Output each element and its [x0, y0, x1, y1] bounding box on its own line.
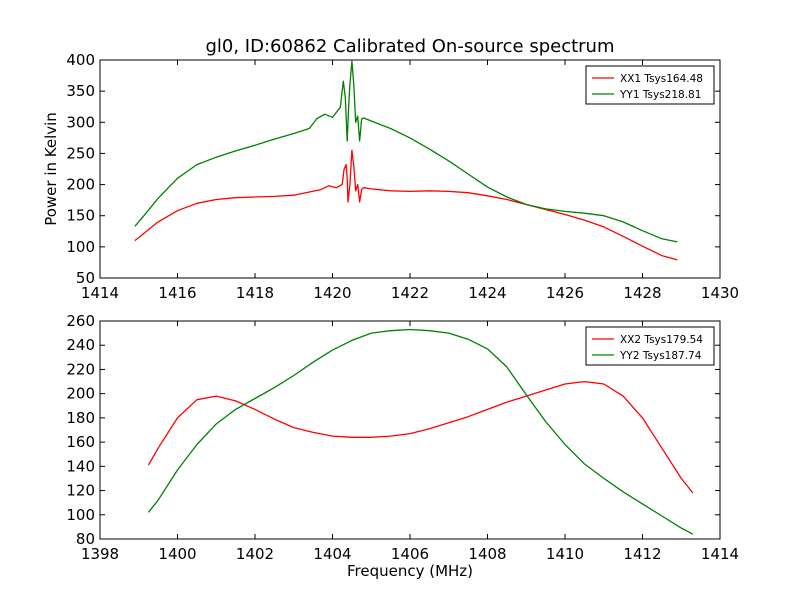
x-tick-label: 1430	[701, 284, 739, 302]
legend-box	[585, 65, 715, 105]
x-tick-label: 1422	[391, 284, 429, 302]
x-tick-label: 1406	[391, 545, 429, 563]
y-tick-label: 150	[66, 207, 95, 225]
y-tick-label: 250	[66, 144, 95, 162]
charts-layer: 1414 1416 1418 1420 1422 1424 1426 1428 1430 50 10…	[42, 51, 739, 580]
legend-entry-label: XX2 Tsys179.54	[620, 334, 703, 346]
y-tick-label: 200	[66, 176, 95, 194]
chart-panel-2: 1398 1400 1402 1404 1406 1408 1410 1412 1414 80 10…	[66, 312, 739, 580]
x-tick-label: 1428	[623, 284, 661, 302]
series-line-1	[147, 380, 694, 494]
chart-panel-1: 1414 1416 1418 1420 1422 1424 1426 1428 1430 50 10…	[42, 51, 739, 302]
legend-box	[585, 326, 715, 366]
legend-entry-label: YY2 Tsys187.74	[619, 350, 702, 362]
x-tick-label: 1402	[236, 545, 274, 563]
series-line-2	[134, 60, 678, 243]
x-tick-label: 1426	[546, 284, 584, 302]
x-tick-label: 1414	[81, 284, 119, 302]
x-tick-label: 1420	[313, 284, 351, 302]
x-tick-label: 1400	[158, 545, 196, 563]
x-tick-label: 1408	[468, 545, 506, 563]
x-tick-label: 1418	[236, 284, 274, 302]
series-line-2	[147, 328, 694, 535]
y-tick-label: 400	[66, 51, 95, 69]
legend: XX2 Tsys179.54 YY2 Tsys187.74	[585, 326, 715, 366]
x-tick-label: 1412	[623, 545, 661, 563]
y-tick-label: 50	[76, 269, 95, 287]
x-tick-label: 1410	[546, 545, 584, 563]
y-tick-label: 120	[66, 482, 95, 500]
y-axis-label: Power in Kelvin	[42, 112, 60, 226]
y-tick-label: 300	[66, 113, 95, 131]
legend: XX1 Tsys164.48 YY1 Tsys218.81	[585, 65, 715, 105]
x-axis-label: Frequency (MHz)	[347, 562, 473, 580]
x-tick-label: 1398	[81, 545, 119, 563]
y-tick-label: 100	[66, 238, 95, 256]
x-tick-label: 1404	[313, 545, 351, 563]
y-tick-label: 80	[76, 530, 95, 548]
y-tick-label: 350	[66, 82, 95, 100]
x-tick-label: 1414	[701, 545, 739, 563]
x-tick-label: 1416	[158, 284, 196, 302]
y-tick-label: 240	[66, 336, 95, 354]
y-tick-label: 180	[66, 409, 95, 427]
x-tick-label: 1424	[468, 284, 506, 302]
y-tick-label: 200	[66, 385, 95, 403]
legend-entry-label: XX1 Tsys164.48	[620, 73, 703, 85]
y-tick-label: 100	[66, 506, 95, 524]
chart-title: gl0, ID:60862 Calibrated On-source spect…	[205, 36, 614, 57]
y-tick-label: 140	[66, 457, 95, 475]
y-tick-label: 220	[66, 360, 95, 378]
legend-entry-label: YY1 Tsys218.81	[619, 89, 701, 101]
y-tick-label: 260	[66, 312, 95, 330]
y-tick-label: 160	[66, 433, 95, 451]
